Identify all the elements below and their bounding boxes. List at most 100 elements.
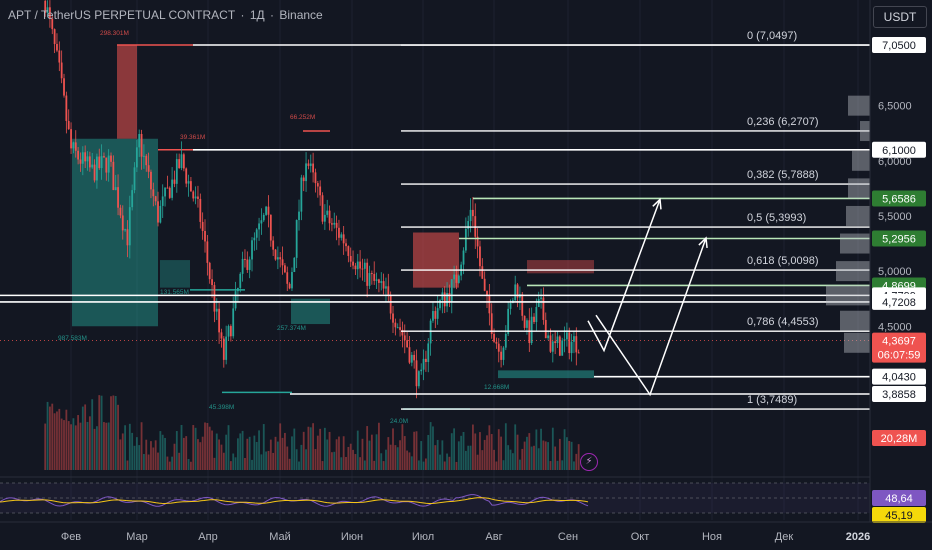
volume-bar bbox=[481, 450, 484, 470]
candle-body bbox=[530, 316, 533, 344]
candle-body bbox=[448, 292, 451, 302]
symbol-header: APT / TetherUS PERPETUAL CONTRACT · 1Д ·… bbox=[8, 8, 325, 22]
candle-body bbox=[114, 187, 117, 191]
volume-profile-label: 257.374M bbox=[277, 325, 306, 332]
currency-button[interactable]: USDT bbox=[873, 6, 927, 28]
candle-body bbox=[558, 336, 561, 356]
level-price-tag bbox=[872, 293, 926, 310]
candle-body bbox=[272, 240, 275, 250]
candle-body bbox=[455, 274, 458, 283]
volume-bar bbox=[319, 428, 322, 470]
candle-body bbox=[469, 209, 472, 222]
volume-bar bbox=[140, 422, 143, 470]
candle-body bbox=[549, 335, 552, 352]
price-tick-label: 5,0000 bbox=[878, 266, 912, 278]
volume-bar bbox=[488, 425, 491, 470]
volume-bar bbox=[262, 424, 265, 470]
candle-body bbox=[262, 214, 265, 221]
volume-bar bbox=[535, 429, 538, 470]
candle-body bbox=[500, 351, 503, 360]
volume-bar bbox=[394, 445, 397, 470]
interval-label[interactable]: 1Д bbox=[249, 8, 265, 22]
volume-bar bbox=[446, 453, 448, 470]
candle-body bbox=[91, 164, 94, 168]
candle-body bbox=[504, 333, 507, 348]
candle-body bbox=[314, 172, 317, 184]
level-price-text: 5,2956 bbox=[882, 234, 916, 246]
volume-bar bbox=[368, 440, 371, 470]
volume-bar bbox=[244, 457, 246, 470]
candle-body bbox=[128, 207, 131, 246]
volume-bar bbox=[128, 423, 131, 470]
candle-body bbox=[72, 142, 75, 149]
candle-body bbox=[147, 165, 150, 172]
volume-bar bbox=[225, 434, 228, 470]
grid bbox=[70, 0, 859, 520]
candle-body bbox=[326, 210, 329, 215]
volume-bar bbox=[46, 401, 49, 470]
volume-bar bbox=[88, 416, 91, 470]
candle-body bbox=[157, 201, 159, 223]
candle-body bbox=[197, 196, 199, 199]
volume-bar bbox=[60, 418, 63, 470]
volume-profile-bar bbox=[836, 261, 870, 282]
volume-bar bbox=[359, 457, 362, 470]
candle-body bbox=[265, 206, 268, 215]
volume-profile-bar bbox=[848, 178, 870, 199]
volume-bar bbox=[469, 445, 472, 470]
candle-body bbox=[507, 308, 510, 334]
candle-body bbox=[495, 341, 498, 344]
candle-body bbox=[131, 190, 134, 208]
candle-body bbox=[225, 336, 228, 360]
volume-bar bbox=[295, 449, 298, 470]
candle-body bbox=[79, 159, 82, 164]
candle-body bbox=[258, 223, 260, 230]
candle-body bbox=[260, 220, 263, 224]
volume-bar bbox=[427, 434, 430, 470]
candle-body bbox=[213, 285, 216, 312]
candle-body bbox=[286, 272, 289, 284]
bolt-icon[interactable]: ⚡ bbox=[580, 453, 598, 471]
candle-body bbox=[577, 352, 580, 354]
candle-body bbox=[192, 191, 195, 199]
volume-bar bbox=[194, 427, 197, 470]
volume-profile-label: 12.668M bbox=[484, 384, 509, 391]
volume-bar bbox=[392, 428, 394, 470]
volume-bar bbox=[333, 451, 336, 470]
candle-body bbox=[514, 284, 517, 301]
volume-bar bbox=[281, 437, 284, 470]
volume-bar bbox=[401, 424, 404, 470]
volume-bar bbox=[145, 439, 148, 470]
volume-bar bbox=[479, 432, 481, 470]
candle-body bbox=[340, 234, 343, 238]
volume-bar bbox=[190, 461, 192, 470]
candle-body bbox=[413, 354, 416, 361]
candle-body bbox=[568, 332, 571, 354]
rsi-value-tag bbox=[872, 490, 926, 506]
volume-profile-label: 39.361M bbox=[180, 134, 205, 141]
volume-bar bbox=[232, 453, 235, 470]
supply-zone bbox=[527, 260, 594, 274]
volume-bar bbox=[293, 428, 296, 470]
volume-bar bbox=[269, 439, 272, 470]
candle-body bbox=[521, 294, 524, 316]
volume-bar bbox=[265, 451, 268, 470]
volume-bar bbox=[544, 441, 547, 470]
candle-body bbox=[464, 228, 467, 251]
level-price-tag bbox=[872, 141, 926, 158]
candle-body bbox=[575, 336, 578, 353]
volume-bar bbox=[375, 434, 378, 470]
volume-bar bbox=[523, 441, 526, 470]
candle-body bbox=[182, 154, 185, 169]
candle-body bbox=[488, 295, 491, 314]
volume-bar bbox=[514, 424, 517, 470]
volume-bar bbox=[309, 427, 312, 470]
volume-bar bbox=[253, 435, 256, 470]
level-price-text: 4,7208 bbox=[882, 297, 916, 309]
volume-bar bbox=[74, 425, 77, 470]
candle-body bbox=[51, 18, 54, 30]
price-tick-label: 6,5000 bbox=[878, 101, 912, 113]
volume-bar bbox=[86, 421, 89, 470]
